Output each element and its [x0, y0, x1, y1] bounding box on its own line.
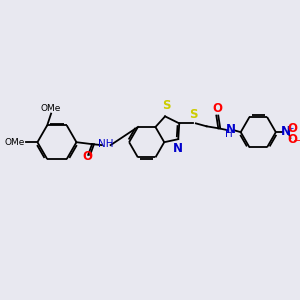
Text: O: O [287, 134, 297, 146]
Text: N: N [226, 123, 236, 136]
Text: S: S [162, 100, 170, 112]
Text: O: O [287, 122, 297, 135]
Text: O: O [82, 150, 92, 163]
Text: N: N [280, 125, 291, 138]
Text: N: N [173, 142, 183, 155]
Text: −: − [293, 136, 300, 146]
Text: OMe: OMe [4, 138, 25, 147]
Text: H: H [225, 129, 233, 139]
Text: +: + [286, 124, 293, 133]
Text: NH: NH [98, 139, 113, 149]
Text: S: S [189, 108, 197, 122]
Text: O: O [212, 102, 222, 115]
Text: OMe: OMe [41, 103, 61, 112]
